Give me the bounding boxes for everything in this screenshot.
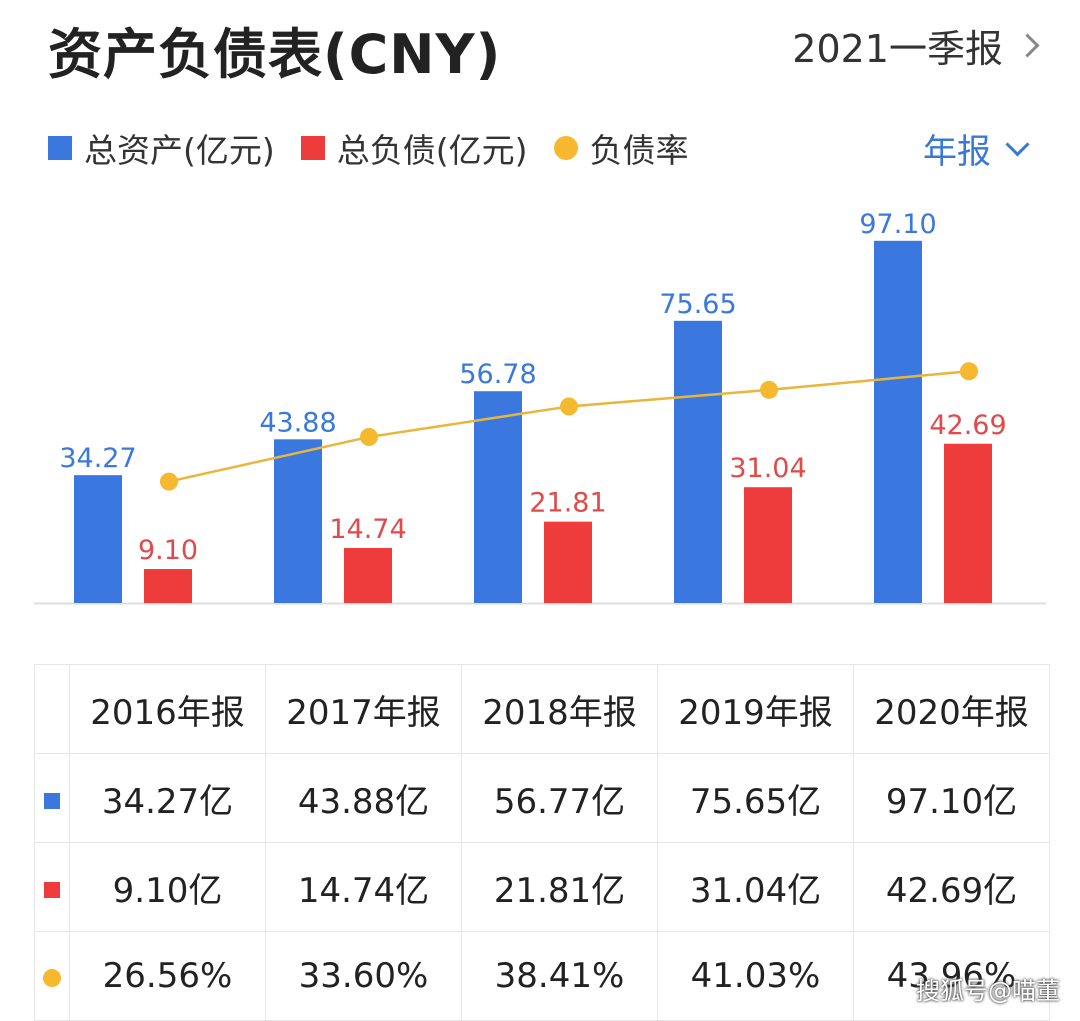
point-debt-ratio (160, 472, 178, 491)
table-header-corner (34, 664, 70, 754)
point-debt-ratio (360, 427, 378, 446)
page-title: 资产负债表(CNY) (48, 23, 502, 86)
bar-liabilities (344, 548, 392, 603)
point-debt-ratio (760, 380, 778, 399)
chart-legend: 总资产(亿元) 总负债(亿元) 负债率 (48, 124, 715, 172)
red-square-icon (300, 136, 325, 160)
table-row-ratio: 26.56% 33.60% 38.41% 41.03% 43.96% (34, 931, 1050, 1021)
table-cell: 21.81亿 (461, 842, 658, 932)
table-header-row: 2016年报 2017年报 2018年报 2019年报 2020年报 (34, 664, 1050, 754)
yellow-dot-icon (553, 136, 578, 160)
table-cell: 14.74亿 (265, 842, 462, 932)
data-label-assets: 34.27 (59, 443, 136, 474)
legend-label-ratio: 负债率 (589, 131, 689, 170)
point-debt-ratio (960, 362, 978, 381)
red-square-icon (44, 882, 60, 898)
row-marker (34, 931, 70, 1021)
chevron-down-icon (1005, 132, 1030, 157)
table-header-cell: 2020年报 (853, 664, 1050, 754)
report-type-dropdown[interactable]: 年报 (923, 124, 1030, 173)
legend-label-liabilities: 总负债(亿元) (336, 131, 528, 170)
data-label-liabilities: 9.10 (138, 535, 198, 566)
data-label-liabilities: 14.74 (329, 514, 406, 545)
report-type-label: 年报 (923, 132, 991, 172)
chevron-right-icon (1015, 33, 1040, 58)
balance-sheet-chart: 34.27 9.10 43.88 14.74 56.78 21.81 75.65 31.04 9… (34, 209, 1046, 605)
table-cell: 75.65亿 (657, 753, 854, 843)
data-label-liabilities: 31.04 (729, 453, 806, 484)
data-label-assets: 75.65 (659, 289, 736, 320)
bar-liabilities (744, 487, 792, 603)
header: 资产负债表(CNY) 2021一季报 (0, 0, 1080, 100)
data-label-assets: 97.10 (859, 209, 936, 240)
table-cell: 9.10亿 (69, 842, 266, 932)
yellow-dot-icon (43, 969, 61, 987)
data-label-liabilities: 21.81 (529, 488, 606, 519)
watermark: 搜狐号@喵董 (916, 977, 1060, 1005)
legend-item-liabilities[interactable]: 总负债(亿元) (300, 124, 528, 172)
blue-square-icon (48, 136, 72, 160)
table-cell: 34.27亿 (69, 753, 266, 843)
bar-assets (874, 240, 922, 603)
row-marker (34, 753, 70, 843)
row-marker (34, 842, 70, 932)
data-table: 2016年报 2017年报 2018年报 2019年报 2020年报 34.27… (34, 664, 1050, 1021)
blue-square-icon (44, 793, 60, 809)
table-cell: 56.77亿 (461, 753, 658, 843)
table-header-cell: 2019年报 (657, 664, 854, 754)
data-label-assets: 56.78 (459, 359, 536, 390)
legend-item-ratio[interactable]: 负债率 (553, 124, 689, 172)
bar-assets (674, 320, 722, 603)
table-header-cell: 2016年报 (69, 664, 266, 754)
table-cell: 38.41% (461, 931, 658, 1021)
table-cell: 43.96% (853, 931, 1050, 1021)
bar-assets (474, 391, 522, 603)
data-label-liabilities: 42.69 (929, 410, 1006, 441)
data-label-assets: 43.88 (259, 407, 336, 438)
bar-liabilities (944, 443, 992, 603)
data-table-container: 2016年报 2017年报 2018年报 2019年报 2020年报 34.27… (34, 664, 1050, 1021)
table-cell: 43.88亿 (265, 753, 462, 843)
table-header-cell: 2017年报 (265, 664, 462, 754)
bar-assets (274, 439, 322, 603)
table-cell: 26.56% (69, 931, 266, 1021)
table-cell: 97.10亿 (853, 753, 1050, 843)
period-selector[interactable]: 2021一季报 (792, 18, 1040, 73)
bar-liabilities (544, 521, 592, 603)
legend-label-assets: 总资产(亿元) (84, 131, 275, 170)
table-header-cell: 2018年报 (461, 664, 658, 754)
period-label: 2021一季报 (792, 27, 1003, 71)
table-row-assets: 34.27亿 43.88亿 56.77亿 75.65亿 97.10亿 (34, 753, 1050, 843)
table-cell: 42.69亿 (853, 842, 1050, 932)
table-cell: 41.03% (657, 931, 854, 1021)
bar-assets (74, 475, 122, 603)
legend-item-assets[interactable]: 总资产(亿元) (48, 124, 275, 172)
table-row-liabilities: 9.10亿 14.74亿 21.81亿 31.04亿 42.69亿 (34, 842, 1050, 932)
table-cell: 33.60% (265, 931, 462, 1021)
bar-liabilities (144, 569, 192, 603)
point-debt-ratio (560, 397, 578, 416)
table-cell: 31.04亿 (657, 842, 854, 932)
